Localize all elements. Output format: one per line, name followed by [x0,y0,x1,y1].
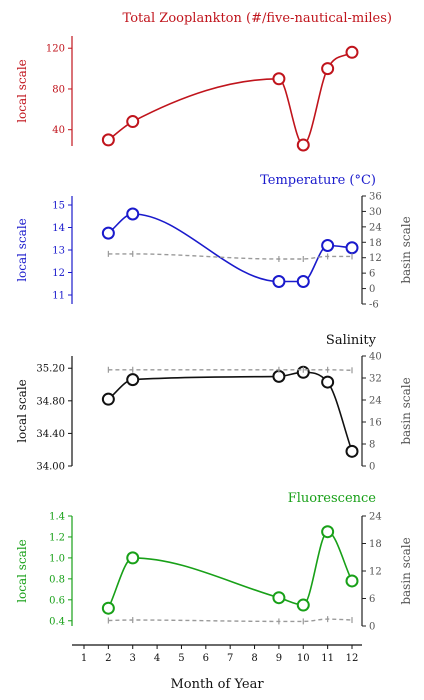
local-series-line [107,371,353,452]
left-tick-label: 34.40 [36,429,65,440]
right-tick-label: 24 [369,396,382,407]
left-tick-label: 0.4 [49,616,65,627]
right-tick-label: -6 [369,300,379,311]
data-point-marker [321,375,335,389]
right-tick-label: 36 [369,192,382,203]
left-axis-label: local scale [15,539,29,603]
data-point-marker [296,598,310,612]
x-tick-label: 12 [346,653,359,664]
left-tick-label: 34.80 [36,396,65,407]
local-series-line [107,213,353,283]
data-point-marker [101,392,115,406]
data-point-marker [345,444,359,458]
x-axis-label: Month of Year [170,677,264,692]
panel-4: Fluorescence 0.4 0.6 0.8 1.0 1.2 1.4 local scal… [15,491,413,633]
data-point-marker [272,275,286,288]
data-point-marker [321,62,335,76]
right-axis-label: basin scale [399,216,413,283]
left-axis-label: local scale [15,59,29,123]
x-tick-label: 11 [321,653,334,664]
panel-title: Salinity [326,333,377,348]
left-tick-label: 15 [52,201,65,212]
data-point-marker [126,115,140,129]
panel-2: Temperature (°C) 11 12 13 14 15 local scale -6 0… [15,173,413,311]
right-tick-label: 30 [369,207,382,218]
local-series-line [107,530,353,609]
left-tick-label: 1.4 [49,512,65,523]
right-tick-label: 12 [369,253,382,264]
left-tick-label: 1.0 [49,553,65,564]
x-tick-label: 9 [276,653,282,664]
left-axis-label: local scale [15,379,29,443]
right-tick-label: 0 [369,462,375,473]
data-point-marker [101,226,115,240]
left-tick-label: 35.20 [36,364,65,375]
right-tick-label: 6 [369,594,375,605]
x-tick-label: 2 [105,653,111,664]
left-tick-label: 1.2 [49,532,65,543]
data-point-marker [321,239,335,252]
data-point-marker [345,45,359,59]
right-tick-label: 24 [369,512,382,523]
x-tick-label: 10 [297,653,310,664]
data-point-marker [296,138,310,152]
basin-series-line [108,618,353,623]
x-tick-label: 3 [130,653,136,664]
data-point-marker [345,241,359,255]
right-tick-label: 18 [369,238,382,249]
panel-1: Total Zooplankton (#/five-nautical-miles… [15,11,392,152]
data-point-marker [272,72,286,86]
right-tick-label: 24 [369,222,382,233]
left-tick-label: 0.6 [49,595,65,606]
x-tick-label: 6 [203,653,209,664]
data-point-marker [272,591,286,605]
left-tick-label: 13 [52,246,65,257]
data-point-marker [296,275,310,288]
left-tick-label: 11 [52,291,65,302]
data-point-marker [321,525,335,539]
data-point-marker [126,207,140,221]
right-axis-label: basin scale [399,537,413,604]
data-point-marker [101,601,115,615]
local-series-line [107,51,353,146]
data-point-marker [101,133,115,147]
basin-series-line [108,369,353,371]
left-tick-label: 120 [46,44,65,55]
right-tick-label: 8 [369,440,375,451]
panel-title: Temperature (°C) [260,173,376,188]
left-tick-label: 34.00 [36,462,65,473]
panel-3: Salinity 34.00 34.40 34.80 35.20 local scale 0… [15,333,413,473]
right-tick-label: 6 [369,269,375,280]
right-tick-label: 18 [369,539,382,550]
left-axis-label: local scale [15,218,29,282]
right-tick-label: 0 [369,284,375,295]
right-tick-label: 16 [369,418,382,429]
data-point-marker [126,373,140,387]
left-tick-label: 0.8 [49,574,65,585]
x-tick-label: 7 [227,653,233,664]
panel-title: Total Zooplankton (#/five-nautical-miles… [123,11,392,26]
right-tick-label: 40 [369,352,382,363]
data-point-marker [345,574,359,588]
left-tick-label: 12 [52,268,65,279]
right-tick-label: 12 [369,567,382,578]
basin-series-line [108,253,352,260]
left-tick-label: 14 [52,223,65,234]
right-tick-label: 32 [369,374,382,385]
x-tick-label: 5 [178,653,184,664]
panel-title: Fluorescence [288,491,377,506]
x-tick-label: 8 [251,653,257,664]
x-tick-label: 1 [81,653,87,664]
left-tick-label: 80 [52,84,65,95]
left-tick-label: 40 [52,125,65,136]
x-tick-label: 4 [154,653,160,664]
right-axis-label: basin scale [399,377,413,444]
right-tick-label: 0 [369,622,375,633]
data-point-marker [126,551,140,565]
